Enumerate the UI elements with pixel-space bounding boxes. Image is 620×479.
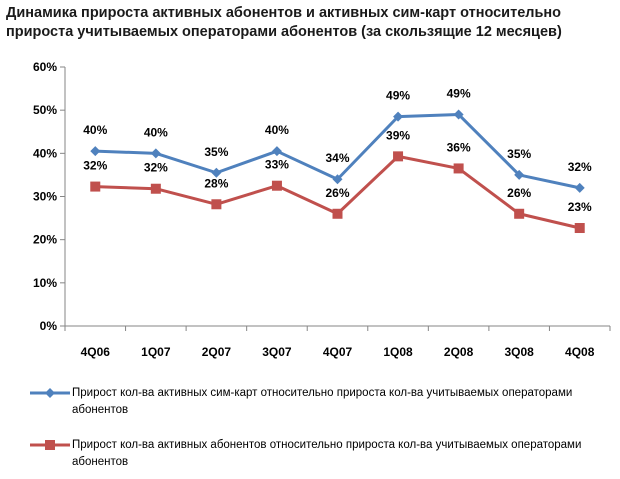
data-label: 40% <box>265 123 289 137</box>
data-point-square <box>332 208 343 219</box>
x-tick-label: 4Q07 <box>323 345 353 359</box>
data-point-diamond <box>514 169 525 180</box>
data-point-square <box>90 181 101 192</box>
data-point-diamond <box>90 146 101 157</box>
x-tick-label: 1Q08 <box>383 345 413 359</box>
x-tick-label: 2Q08 <box>444 345 474 359</box>
y-tick-label: 40% <box>33 146 57 160</box>
data-label: 36% <box>447 140 471 154</box>
data-label: 32% <box>568 160 592 174</box>
data-point-diamond <box>211 167 222 178</box>
data-label: 33% <box>265 158 289 172</box>
chart-title: Динамика прироста активных абонентов и а… <box>6 5 562 40</box>
data-label: 26% <box>507 186 531 200</box>
data-point-square <box>393 151 404 162</box>
data-label: 32% <box>83 159 107 173</box>
data-label: 26% <box>325 186 349 200</box>
data-label: 39% <box>386 128 410 142</box>
data-label: 34% <box>325 151 349 165</box>
data-label: 28% <box>204 176 228 190</box>
data-point-square <box>271 180 282 191</box>
x-tick-label: 4Q08 <box>565 345 595 359</box>
x-tick-label: 4Q06 <box>81 345 111 359</box>
data-label: 35% <box>507 147 531 161</box>
legend-swatch-sim-cards <box>30 388 70 398</box>
data-label: 40% <box>144 125 168 139</box>
data-label: 49% <box>447 86 471 100</box>
data-label: 40% <box>83 123 107 137</box>
data-point-diamond <box>393 111 404 122</box>
y-tick-label: 0% <box>40 319 58 333</box>
data-label: 35% <box>204 145 228 159</box>
data-point-diamond <box>271 146 282 157</box>
y-tick-label: 30% <box>33 190 57 204</box>
data-point-square <box>574 223 585 234</box>
data-point-diamond <box>150 148 161 159</box>
data-point-square <box>514 208 525 219</box>
x-tick-label: 3Q08 <box>504 345 534 359</box>
data-point-diamond <box>574 182 585 193</box>
y-tick-label: 60% <box>33 60 57 74</box>
data-point-diamond <box>332 174 343 185</box>
data-point-diamond <box>453 109 464 120</box>
x-tick-label: 1Q07 <box>141 345 171 359</box>
y-tick-label: 20% <box>33 233 57 247</box>
legend-label-subscribers: Прирост кол-ва активных абонентов относи… <box>72 439 582 468</box>
y-tick-label: 50% <box>33 103 57 117</box>
data-point-square <box>453 163 464 174</box>
data-point-square <box>211 199 222 210</box>
data-label: 32% <box>144 161 168 175</box>
data-label: 23% <box>568 200 592 214</box>
data-point-square <box>150 183 161 194</box>
legend-label-sim-cards: Прирост кол-ва активных сим-карт относит… <box>72 387 573 416</box>
y-tick-label: 10% <box>33 276 57 290</box>
data-label: 49% <box>386 89 410 103</box>
x-tick-label: 2Q07 <box>202 345 232 359</box>
legend: Прирост кол-ва активных сим-карт относит… <box>30 385 610 475</box>
legend-swatch-subscribers <box>30 440 70 450</box>
x-tick-label: 3Q07 <box>262 345 292 359</box>
